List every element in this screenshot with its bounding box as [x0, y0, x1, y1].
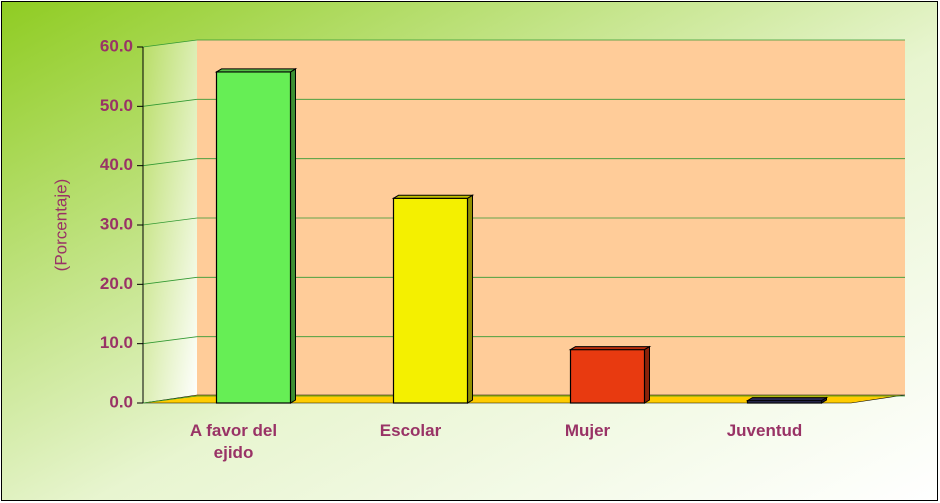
bar-top [745, 397, 829, 402]
grid-line [142, 395, 198, 404]
bar [392, 197, 469, 404]
y-tick-label: 50.0 [100, 96, 133, 115]
y-tick-label: 30.0 [100, 214, 133, 233]
grid-line [142, 98, 198, 107]
grid-line [142, 276, 198, 285]
back-wall [197, 40, 905, 395]
bar [569, 349, 646, 404]
y-axis-title: (Porcentaje) [51, 179, 70, 272]
bar-top [568, 346, 652, 351]
y-tick-label: 10.0 [100, 333, 133, 352]
x-tick-label: Mujer [564, 421, 611, 440]
bar-top [391, 194, 475, 199]
y-tick-label: 0.0 [109, 392, 133, 411]
x-tick-label: A favor del ejido [189, 421, 278, 462]
y-tick-label: 40.0 [100, 155, 133, 174]
x-tick-label: Juventud [726, 421, 803, 440]
bar-side [467, 194, 473, 404]
bar-top [214, 68, 298, 73]
y-tick-label: 20.0 [100, 274, 133, 293]
x-tick-label: Escolar [379, 421, 442, 440]
grid-line [142, 39, 198, 48]
bar-side [290, 68, 296, 404]
grid-line [142, 217, 198, 226]
y-tick-label: 60.0 [100, 36, 133, 55]
bar [215, 71, 292, 404]
grid-line [142, 336, 198, 345]
grid-line [142, 158, 198, 167]
bar-side [644, 345, 650, 404]
